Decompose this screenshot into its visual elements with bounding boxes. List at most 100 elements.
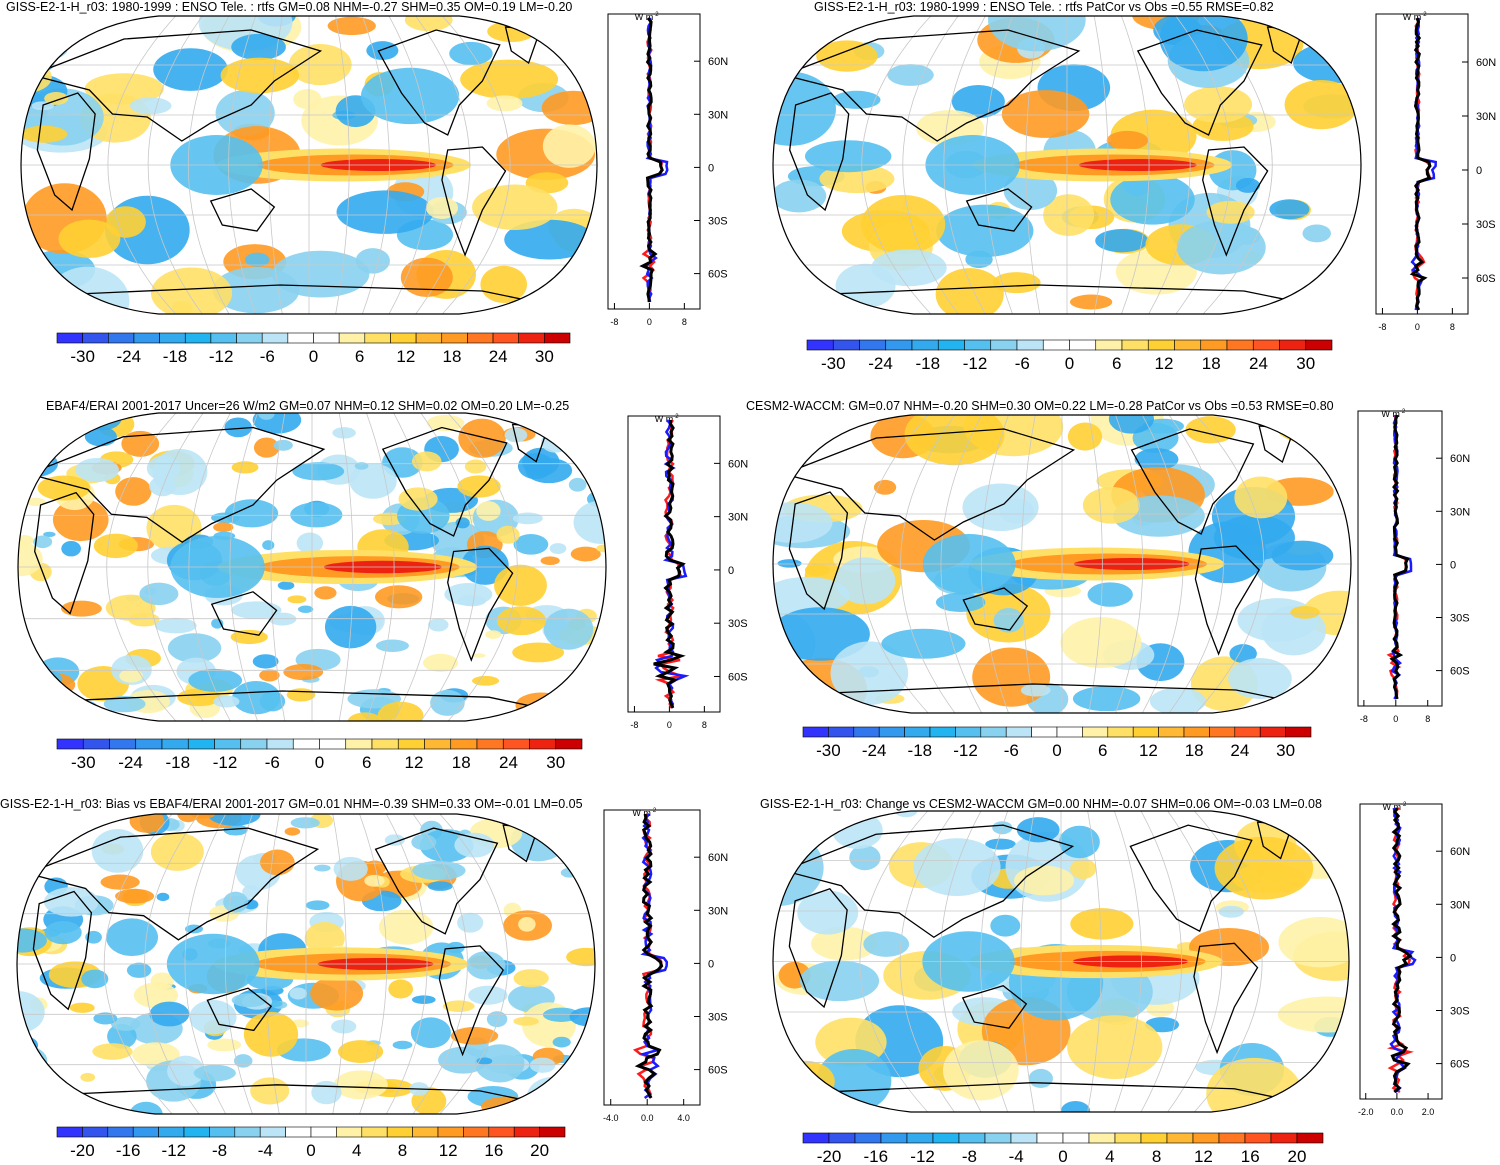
- field-blob: [543, 608, 594, 650]
- continent-outline: [34, 491, 95, 615]
- colorbar-swatch: [1069, 339, 1097, 351]
- graticule-meridian: [361, 16, 390, 314]
- colorbar-swatch: [878, 726, 905, 738]
- colorbar-swatch: [1279, 339, 1307, 351]
- field-blob: [549, 543, 567, 555]
- panel-title: GISS-E2-1-H_r03: 1980-1999 : ENSO Tele. …: [814, 0, 1274, 14]
- field-blob: [773, 692, 816, 713]
- x-tick-label: 0.0: [641, 1113, 654, 1123]
- field-blob: [1214, 836, 1314, 900]
- continent-outline: [1129, 824, 1253, 933]
- colorbar-swatch: [287, 332, 314, 344]
- colorbar-tick-label: 16: [1241, 1147, 1260, 1165]
- continent-outline: [447, 547, 514, 662]
- profile-line-model: [1390, 807, 1413, 1094]
- colorbar-swatch: [397, 738, 425, 750]
- colorbar-swatch: [56, 1126, 83, 1138]
- field-blob: [1290, 606, 1320, 619]
- graticule-meridian: [1093, 16, 1109, 314]
- colorbar-swatch: [184, 332, 212, 344]
- colorbar-swatch: [234, 1126, 261, 1138]
- field-blob: [1145, 1017, 1180, 1033]
- continent-outline: [441, 146, 507, 257]
- field-blob: [804, 563, 831, 577]
- lat-tick-label: 30N: [708, 109, 728, 121]
- graticule-meridian: [1087, 811, 1102, 1112]
- x-tick-label: 2.0: [1422, 1107, 1435, 1117]
- colorbar: -20 -16 -12 -8 -4 0 4 8 12 16 20: [56, 1126, 566, 1160]
- field-blob: [472, 184, 558, 230]
- field-blob: [1060, 1100, 1091, 1112]
- colorbar-swatch: [390, 332, 417, 344]
- world-map: [772, 414, 1352, 714]
- colorbar-swatch: [1218, 1132, 1246, 1144]
- profile-frame: [1375, 13, 1469, 315]
- colorbar-swatch: [964, 339, 992, 351]
- field-blob: [1277, 996, 1349, 1033]
- graticule-meridian: [861, 16, 933, 314]
- field-blob: [496, 525, 520, 544]
- field-blob: [310, 976, 364, 1011]
- field-blob: [881, 628, 966, 659]
- profile-line-model: [653, 419, 686, 709]
- field-blob: [972, 647, 1051, 707]
- graticule-meridian: [1025, 16, 1041, 314]
- panel-title: GISS-E2-1-H_r03: Bias vs EBAF4/ERAI 2001…: [0, 797, 583, 811]
- field-blob: [541, 432, 570, 453]
- lat-tick-label: 0: [728, 565, 734, 577]
- graticule-meridian: [943, 16, 987, 314]
- field-blob: [27, 53, 55, 73]
- colorbar-tick-label: -30: [816, 741, 841, 760]
- continent-outline: [1130, 428, 1255, 535]
- x-tick-label: 8: [1425, 714, 1430, 724]
- continent-outline: [377, 29, 501, 136]
- graticule-meridian: [392, 413, 436, 721]
- field-blob: [596, 544, 606, 553]
- continent-outline: [209, 188, 276, 232]
- continent-outline: [438, 945, 505, 1057]
- colorbar-tick-label: -24: [862, 741, 887, 760]
- zonal-profile-plot: W m-2 60N 30N 0 30S 60S -8 0 8: [1375, 12, 1496, 332]
- colorbar-tick-label: 6: [355, 347, 364, 366]
- lat-tick-label: 30N: [1450, 899, 1470, 911]
- colorbar-swatch: [937, 339, 965, 351]
- continent-outline: [965, 188, 1033, 232]
- field-blob: [992, 272, 1041, 294]
- graticule-meridian: [147, 16, 204, 314]
- map-border: [772, 810, 1350, 1113]
- colorbar-swatch: [319, 738, 347, 750]
- field-blob: [512, 512, 543, 525]
- field-blob: [20, 678, 56, 699]
- colorbar-tick-label: -24: [117, 347, 142, 366]
- continent-outline: [1202, 146, 1269, 257]
- colorbar-swatch: [513, 1126, 540, 1138]
- field-blob: [297, 605, 314, 613]
- continent-outline: [781, 428, 1076, 541]
- graticule-meridian: [147, 413, 205, 721]
- colorbar-tick-label: 12: [439, 1141, 458, 1160]
- field-blob: [565, 683, 593, 695]
- field-blob: [1331, 1037, 1349, 1054]
- field-blob: [773, 71, 836, 146]
- field-blob: [412, 860, 466, 881]
- profile-frame: [607, 13, 701, 310]
- colorbar-swatch: [415, 332, 443, 344]
- field-blob: [213, 522, 234, 533]
- colorbar-tick-label: 30: [546, 753, 565, 772]
- field-blob: [835, 557, 896, 605]
- field-blob: [80, 1072, 96, 1082]
- lat-tick-label: 30S: [708, 216, 728, 228]
- colorbar-swatch: [1158, 726, 1185, 738]
- field-blob: [305, 900, 330, 911]
- colorbar-swatch: [1296, 1132, 1324, 1144]
- colorbar-swatch: [1121, 339, 1149, 351]
- x-tick-label: -8: [610, 317, 618, 327]
- field-blob: [75, 458, 119, 483]
- graticule-meridian: [1168, 415, 1224, 713]
- colorbar-swatch: [1031, 726, 1058, 738]
- colorbar-tick-label: -12: [953, 741, 978, 760]
- field-blob: [290, 502, 343, 528]
- graticule-meridian: [1193, 811, 1263, 1112]
- field-blob: [284, 827, 301, 836]
- field-blob: [292, 462, 345, 481]
